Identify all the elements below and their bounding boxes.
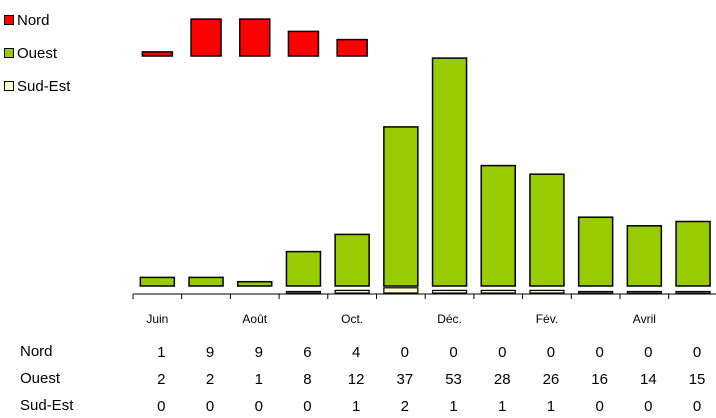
table-cell-value: 1 [255,371,263,388]
legend-swatch-nord [4,15,14,25]
bar-sud-est [383,287,419,294]
bar-nord [190,18,222,57]
x-tick-label: Juin [146,312,168,326]
table-cell-value: 0 [449,344,457,361]
table-cell-value: 0 [693,398,701,415]
table-cell-value: 1 [449,398,457,415]
bar-ouest [285,250,322,287]
bar-ouest [480,164,516,287]
table-cell-value: 26 [543,371,560,388]
bar-sud-est [480,289,516,294]
bar-ouest [675,220,711,287]
table-cell-value: 53 [445,371,462,388]
legend-label-nord: Nord [17,11,50,29]
legend-item-sud-est: Sud-Est [4,76,70,96]
bar-nord [239,18,271,57]
table-cell-value: 0 [595,398,603,415]
bar-sud-est [675,290,711,294]
bar-sud-est [285,290,322,294]
table-cell-value: 1 [547,398,555,415]
x-tick-label: Fév. [536,312,558,326]
table-cell-value: 0 [255,398,263,415]
table-cell-value: 12 [348,371,365,388]
table-cell-value: 0 [303,398,311,415]
bar-sud-est [431,289,468,294]
table-cell-value: 0 [644,398,652,415]
table-cell-value: 16 [591,371,608,388]
table-cell-value: 6 [303,344,311,361]
table-cell-value: 2 [401,398,409,415]
bar-ouest [626,225,663,287]
bar-sud-est [334,289,370,294]
table-cell-value: 15 [689,371,706,388]
bar-sud-est [578,290,614,294]
table-cell-value: 1 [157,344,165,361]
bar-ouest [431,57,468,287]
bar-ouest [188,276,224,287]
table-cell-value: 14 [640,371,657,388]
bar-ouest [529,173,565,287]
table-cell-value: 1 [498,398,506,415]
bar-ouest [383,126,419,287]
x-tick-label: Août [242,312,267,326]
legend: Nord Ouest Sud-Est [4,10,70,109]
table-row-label-sud-est: Sud-Est [20,397,74,414]
table-cell-value: 0 [595,344,603,361]
legend-item-ouest: Ouest [4,43,70,63]
bar-ouest [334,233,370,287]
table-cell-value: 37 [397,371,414,388]
bar-sud-est [626,290,662,294]
x-tick-label: Déc. [437,312,462,326]
table-cell-value: 9 [206,344,214,361]
table-cell-value: 9 [255,344,263,361]
legend-swatch-sud-est [4,81,14,91]
bar-nord [141,51,174,57]
x-tick-label: Oct. [341,312,363,326]
bar-nord [336,38,368,57]
bar-ouest [139,276,176,287]
table-cell-value: 1 [352,398,360,415]
table-cell-value: 0 [547,344,555,361]
legend-label-ouest: Ouest [17,44,58,62]
table-row-label-ouest: Ouest [20,370,61,387]
table-cell-value: 0 [157,398,165,415]
table-cell-value: 0 [644,344,652,361]
table-cell-value: 0 [498,344,506,361]
table-row-label-nord: Nord [20,343,53,360]
table-cell-value: 2 [206,371,214,388]
table-cell-value: 8 [303,371,311,388]
table-cell-value: 2 [157,371,165,388]
x-tick-label: Avril [633,312,656,326]
table-cell-value: 4 [352,344,360,361]
bar-ouest [237,280,273,287]
table-cell-value: 0 [401,344,409,361]
legend-swatch-ouest [4,48,14,58]
legend-label-sud-est: Sud-Est [17,77,71,95]
table-cell-value: 0 [206,398,214,415]
bar-sud-est [529,289,565,294]
bar-nord [287,30,320,57]
table-cell-value: 0 [693,344,701,361]
table-cell-value: 28 [494,371,511,388]
bar-ouest [577,216,614,287]
legend-item-nord: Nord [4,10,70,30]
